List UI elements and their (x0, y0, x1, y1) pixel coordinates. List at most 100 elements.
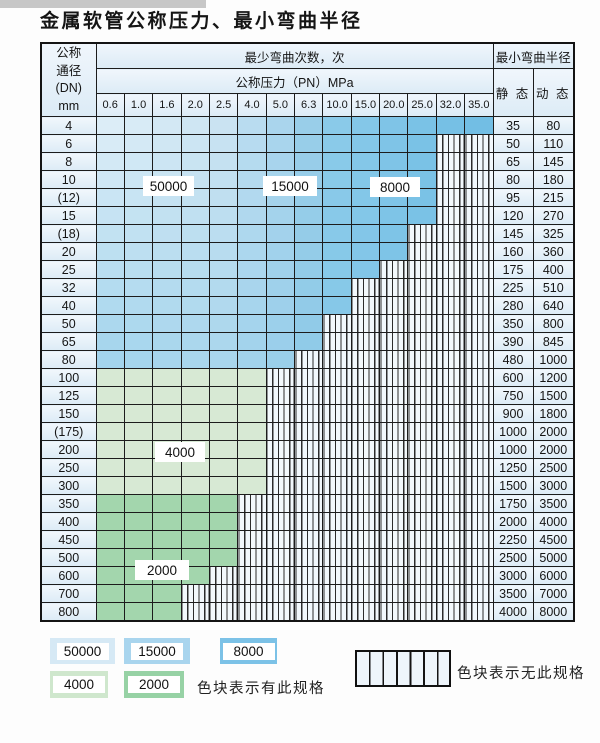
no-spec-cell (294, 422, 324, 441)
no-spec-cell (464, 386, 494, 405)
no-spec-cell (435, 206, 466, 225)
table-row: 600 3000 6000 (40, 566, 575, 585)
table-row: 400 2000 4000 (40, 512, 575, 531)
no-spec-cell (294, 548, 324, 567)
no-spec-cell (350, 476, 381, 495)
spec-cell (435, 116, 466, 135)
table-row: 50 350 800 (40, 314, 575, 333)
table-row: 80 480 1000 (40, 350, 575, 369)
dynamic-radius-cell: 1200 (532, 368, 575, 387)
spec-cell (208, 260, 239, 279)
spec-cell (265, 296, 296, 315)
spec-cell (464, 116, 494, 135)
spec-cell (322, 170, 352, 189)
spec-cell (152, 134, 182, 153)
table-row: 15 120 270 (40, 206, 575, 225)
spec-cell (152, 260, 182, 279)
no-spec-cell (407, 368, 437, 387)
spec-cell (180, 116, 210, 135)
pressure-table: 公称 通径 (DN) mm 最少弯曲次数，次 最小弯曲半径 公称压力（PN）MP… (40, 42, 576, 622)
spec-cell (152, 368, 182, 387)
no-spec-cell (407, 224, 437, 243)
no-spec-cell (464, 152, 494, 171)
legend-swatch-2000: 2000 (124, 671, 184, 698)
spec-cell (350, 152, 381, 171)
pressure-col-header: 32.0 (435, 93, 466, 117)
spec-cell (237, 224, 267, 243)
spec-cell (265, 260, 296, 279)
no-spec-cell (435, 170, 466, 189)
spec-cell (180, 242, 210, 261)
spec-cell (208, 404, 239, 423)
no-spec-cell (464, 296, 494, 315)
no-spec-cell (265, 458, 296, 477)
spec-cell (322, 278, 352, 297)
spec-cell (322, 188, 352, 207)
no-spec-cell (180, 602, 210, 622)
table-row: 500 2500 5000 (40, 548, 575, 567)
spec-cell (180, 386, 210, 405)
no-spec-cell (322, 350, 352, 369)
no-spec-cell (407, 476, 437, 495)
no-spec-cell (435, 152, 466, 171)
table-row: 350 1750 3500 (40, 494, 575, 513)
spec-cell (208, 332, 239, 351)
spec-cell (379, 152, 409, 171)
pressure-col-header: 20.0 (379, 93, 409, 117)
spec-cell (180, 494, 210, 513)
spec-cell (208, 278, 239, 297)
pressure-col-header: 1.6 (152, 93, 182, 117)
spec-cell (294, 152, 324, 171)
dynamic-radius-cell: 3500 (532, 494, 575, 513)
spec-cell (237, 350, 267, 369)
no-spec-cell (208, 602, 239, 622)
spec-cell (237, 386, 267, 405)
spec-cell (152, 224, 182, 243)
no-spec-cell (435, 584, 466, 603)
no-spec-cell (350, 314, 381, 333)
spec-cell (95, 602, 125, 622)
dn-cell: 6 (40, 134, 97, 153)
spec-cell (180, 530, 210, 549)
pressure-col-header: 2.0 (180, 93, 210, 117)
table-row: 65 390 845 (40, 332, 575, 351)
spec-cell (237, 368, 267, 387)
no-spec-cell (294, 512, 324, 531)
spec-cell (180, 278, 210, 297)
no-spec-cell (407, 386, 437, 405)
no-spec-cell (350, 566, 381, 585)
no-spec-cell (265, 494, 296, 513)
spec-cell (95, 188, 125, 207)
static-radius-cell: 145 (492, 224, 534, 243)
spec-cell (123, 242, 154, 261)
no-spec-cell (379, 350, 409, 369)
static-radius-cell: 95 (492, 188, 534, 207)
table-row: 700 3500 7000 (40, 584, 575, 603)
dynamic-radius-cell: 510 (532, 278, 575, 297)
no-spec-cell (208, 584, 239, 603)
legend-has-spec-text: 色块表示有此规格 (197, 681, 325, 697)
no-spec-cell (407, 584, 437, 603)
table-row: 40 280 640 (40, 296, 575, 315)
table-row: 150 900 1800 (40, 404, 575, 423)
dynamic-radius-cell: 6000 (532, 566, 575, 585)
static-radius-cell: 175 (492, 260, 534, 279)
dn-cell: 20 (40, 242, 97, 261)
dynamic-radius-cell: 110 (532, 134, 575, 153)
pressure-col-header: 6.3 (294, 93, 324, 117)
dn-cell: 350 (40, 494, 97, 513)
table-row: 300 1500 3000 (40, 476, 575, 495)
no-spec-cell (265, 476, 296, 495)
table-row: 20 160 360 (40, 242, 575, 261)
dn-cell: 65 (40, 332, 97, 351)
no-spec-cell (435, 260, 466, 279)
no-spec-cell (379, 404, 409, 423)
dynamic-radius-cell: 4000 (532, 512, 575, 531)
dynamic-radius-cell: 4500 (532, 530, 575, 549)
spec-cell (237, 188, 267, 207)
spec-cell (237, 152, 267, 171)
spec-cell (237, 170, 267, 189)
legend-swatch-8000-label: 8000 (222, 642, 275, 660)
static-radius-cell: 280 (492, 296, 534, 315)
pressure-table-wrap: 公称 通径 (DN) mm 最少弯曲次数，次 最小弯曲半径 公称压力（PN）MP… (40, 42, 576, 622)
